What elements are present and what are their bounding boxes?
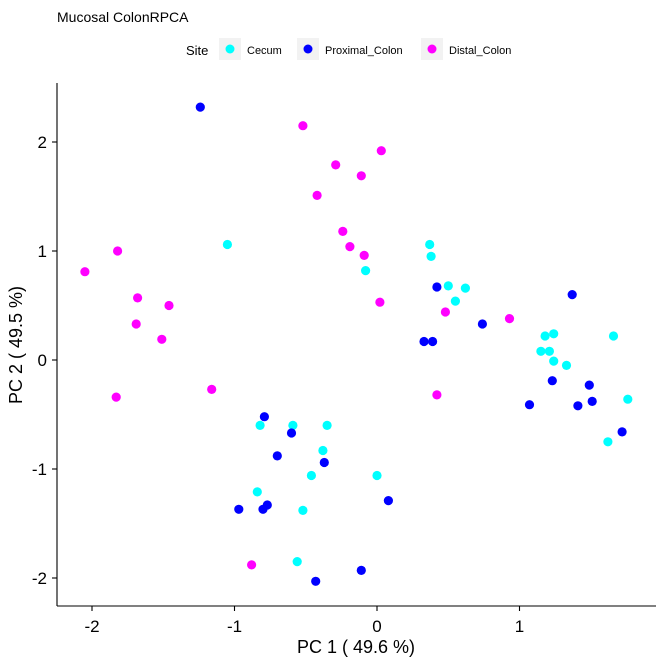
data-point (608, 331, 619, 341)
data-point (432, 390, 442, 400)
legend-title: Site (186, 43, 208, 58)
data-point (311, 576, 321, 586)
data-point (133, 293, 143, 303)
data-point (432, 282, 442, 292)
legend-item-proximal-colon: Proximal_Colon (297, 38, 403, 60)
legend-key-dot (427, 44, 437, 54)
data-point (524, 400, 535, 410)
chart-title: Mucosal ColonRPCA (57, 9, 189, 25)
data-point (298, 505, 308, 515)
data-point (272, 451, 282, 461)
x-axis-title: PC 1 ( 49.6 %) (297, 637, 415, 657)
data-point (312, 190, 322, 200)
x-tick-label: 0 (372, 617, 381, 636)
legend-label: Proximal_Colon (325, 45, 403, 57)
y-tick-label: 0 (38, 351, 47, 370)
data-point (288, 420, 298, 430)
y-axis-ticks: -2 -1 0 1 2 (32, 133, 57, 588)
data-point (255, 420, 265, 430)
legend-item-cecum: Cecum (219, 38, 282, 60)
data-point (372, 470, 382, 481)
legend-label: Cecum (247, 45, 282, 57)
data-point (361, 266, 371, 276)
x-tick-label: 1 (515, 617, 524, 636)
y-tick-label: -1 (32, 460, 47, 479)
legend-item-distal-colon: Distal_Colon (421, 38, 511, 60)
data-point (425, 239, 435, 250)
data-point (356, 171, 366, 181)
data-point (356, 565, 366, 576)
data-point (561, 360, 572, 370)
data-point (617, 427, 627, 437)
data-point (547, 376, 557, 386)
data-point (573, 401, 583, 411)
data-point (383, 496, 393, 506)
data-point (222, 239, 232, 250)
data-point (443, 281, 453, 291)
data-point (292, 557, 302, 567)
data-point (460, 283, 470, 293)
data-point (603, 437, 613, 447)
series-cecum (222, 239, 633, 567)
data-point (298, 121, 308, 131)
data-point (536, 346, 546, 356)
data-point (286, 428, 297, 438)
y-tick-label: 1 (38, 242, 47, 261)
data-point (157, 334, 167, 344)
data-point (306, 470, 316, 481)
data-points (80, 102, 633, 586)
y-tick-label: 2 (38, 133, 47, 152)
data-point (477, 319, 487, 329)
data-point (623, 394, 633, 404)
data-point (450, 296, 460, 306)
data-point (584, 380, 594, 390)
series-distal-colon (80, 121, 515, 570)
data-point (80, 267, 90, 277)
x-tick-label: -1 (227, 617, 242, 636)
data-point (113, 246, 123, 256)
data-point (540, 331, 550, 341)
data-point (207, 384, 217, 394)
data-point (247, 560, 257, 570)
data-point (375, 297, 385, 307)
data-point (376, 146, 386, 156)
data-point (419, 336, 429, 347)
data-point (331, 160, 341, 170)
data-point (262, 500, 272, 510)
data-point (440, 307, 450, 317)
x-axis-ticks: -2 -1 0 1 (84, 606, 524, 636)
data-point (567, 290, 577, 300)
y-axis-title: PC 2 ( 49.5 %) (6, 286, 26, 404)
y-tick-label: -2 (32, 569, 47, 588)
data-point (544, 346, 555, 356)
data-point (345, 242, 355, 252)
series-proximal-colon (195, 102, 627, 586)
data-point (234, 504, 244, 514)
data-point (318, 445, 328, 456)
data-point (319, 457, 329, 468)
legend-label: Distal_Colon (449, 45, 511, 57)
data-point (322, 420, 332, 430)
data-point (195, 102, 205, 112)
legend-key-dot (303, 44, 313, 54)
data-point (164, 300, 174, 311)
data-point (587, 396, 597, 406)
data-point (428, 336, 438, 347)
legend-key-dot (225, 44, 235, 54)
x-tick-label: -2 (84, 617, 99, 636)
data-point (549, 356, 559, 366)
data-point (338, 226, 348, 236)
data-point (359, 250, 369, 260)
data-point (426, 251, 436, 261)
legend: Site Cecum Proximal_Colon Distal_Colon (186, 38, 511, 60)
data-point (111, 392, 121, 402)
data-point (252, 487, 262, 497)
data-point (549, 329, 559, 339)
data-point (131, 319, 141, 329)
data-point (504, 314, 515, 324)
data-point (259, 412, 269, 422)
